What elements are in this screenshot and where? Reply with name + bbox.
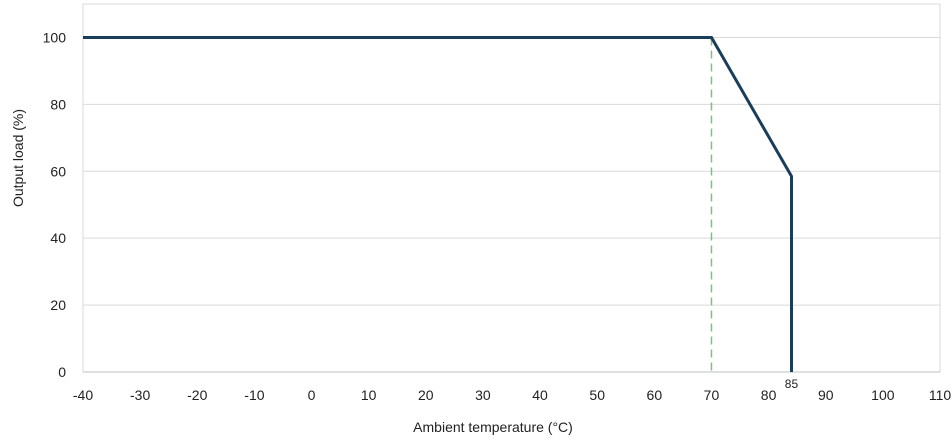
y-tick-label: 0 — [58, 364, 66, 380]
x-tick-label: 50 — [589, 387, 605, 403]
x-tick-label: 20 — [418, 387, 434, 403]
y-tick-labels: 0 20 40 60 80 100 — [43, 29, 67, 380]
x-tick-label: 100 — [871, 387, 895, 403]
series-line-0 — [83, 36, 793, 372]
x-tick-labels: -40 -30 -20 -10 0 10 20 30 40 50 60 70 80 90 100 110 — [73, 387, 951, 403]
annotation-label: 85 — [785, 377, 799, 391]
x-tick-label: 30 — [475, 387, 491, 403]
x-tick-label: 80 — [761, 387, 777, 403]
grid-lines — [82, 3, 941, 373]
x-tick-label: 110 — [929, 387, 952, 403]
y-axis-title: Output load (%) — [10, 109, 26, 207]
x-tick-label: -40 — [73, 387, 93, 403]
y-tick-label: 60 — [50, 163, 66, 179]
x-tick-label: 10 — [361, 387, 377, 403]
x-tick-label: -10 — [244, 387, 264, 403]
y-tick-label: 80 — [50, 96, 66, 112]
y-tick-label: 20 — [50, 297, 66, 313]
x-tick-label: 90 — [818, 387, 834, 403]
x-tick-label: -30 — [130, 387, 150, 403]
y-tick-label: 40 — [50, 230, 66, 246]
x-tick-label: -20 — [187, 387, 207, 403]
y-tick-label: 100 — [43, 29, 67, 45]
annotation-group: 85 — [785, 377, 799, 391]
x-tick-label: 60 — [647, 387, 663, 403]
x-axis-title: Ambient temperature (°C) — [413, 419, 573, 435]
x-tick-label: 40 — [532, 387, 548, 403]
series-group — [83, 36, 793, 372]
x-tick-label: 0 — [308, 387, 316, 403]
x-tick-label: 70 — [704, 387, 720, 403]
